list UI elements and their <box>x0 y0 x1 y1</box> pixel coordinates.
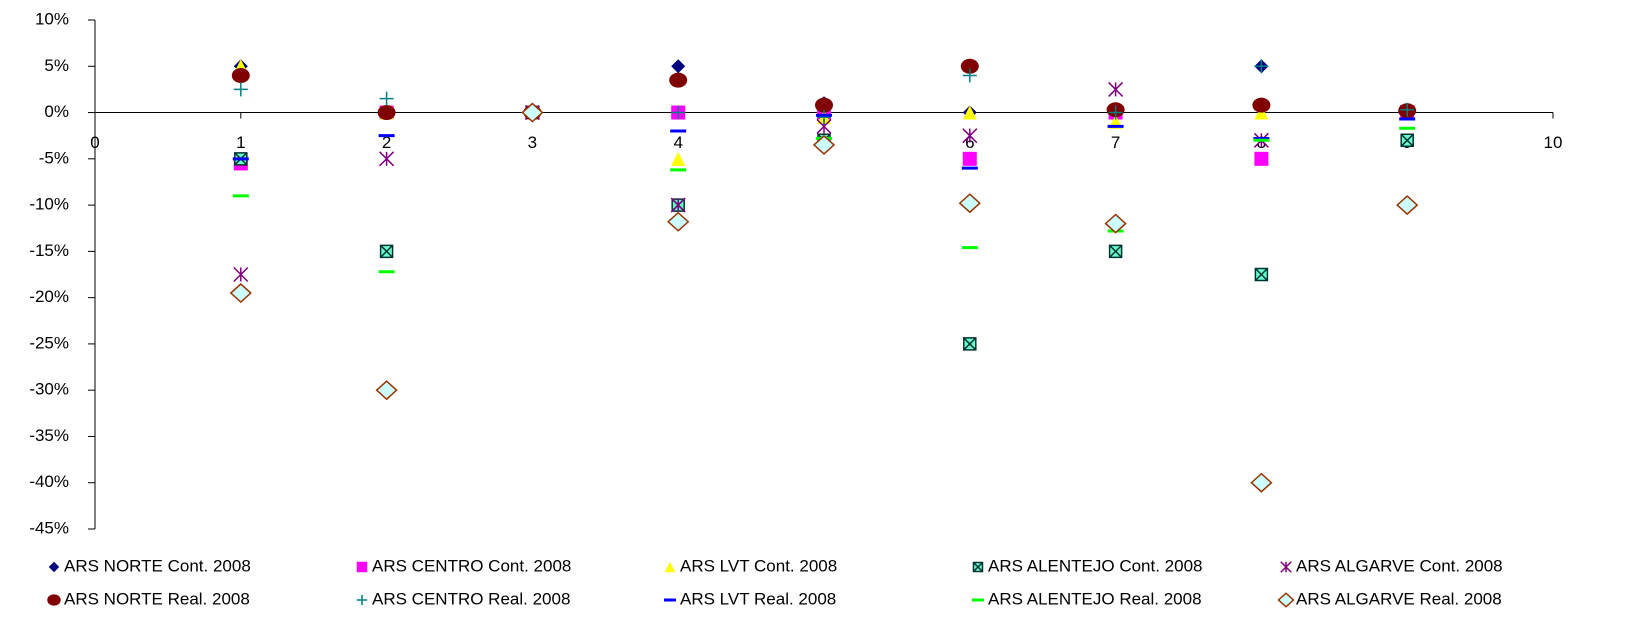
marker <box>963 337 977 351</box>
marker <box>817 110 831 125</box>
marker <box>1253 138 1270 142</box>
legend-label: ARS ALENTEJO Cont. 2008 <box>988 556 1203 575</box>
marker <box>377 105 396 121</box>
marker <box>1254 59 1269 74</box>
legend-marker <box>972 561 984 573</box>
legend-marker <box>356 561 368 573</box>
marker <box>1107 124 1124 128</box>
x-tick-label: 4 <box>673 133 682 152</box>
legend-label: ARS LVT Cont. 2008 <box>680 556 837 575</box>
y-tick-label: -5% <box>39 148 69 167</box>
marker <box>960 58 979 74</box>
legend-label: ARS NORTE Cont. 2008 <box>64 556 251 575</box>
legend-marker <box>664 598 676 602</box>
legend-label: ARS ALGARVE Real. 2008 <box>1296 589 1502 608</box>
x-tick-label: 2 <box>382 133 391 152</box>
marker <box>1400 133 1414 148</box>
marker <box>962 105 977 120</box>
x-tick-label: 0 <box>90 133 99 152</box>
marker <box>1399 117 1416 121</box>
marker <box>233 82 248 97</box>
marker <box>671 151 686 166</box>
marker <box>671 105 686 120</box>
legend-marker <box>1277 592 1295 608</box>
marker <box>962 68 977 83</box>
y-tick-label: 5% <box>44 56 69 75</box>
y-tick-label: -20% <box>29 287 69 306</box>
marker <box>669 72 688 88</box>
marker <box>1396 195 1419 216</box>
marker <box>670 168 687 172</box>
legend-label: ARS CENTRO Cont. 2008 <box>372 556 571 575</box>
legend-label: ARS ALGARVE Cont. 2008 <box>1296 556 1503 575</box>
marker <box>1400 102 1415 117</box>
marker <box>378 270 395 274</box>
y-tick-label: -15% <box>29 241 69 260</box>
marker <box>961 246 978 250</box>
marker <box>962 151 977 166</box>
marker <box>812 134 836 155</box>
x-tick-label: 3 <box>528 133 537 152</box>
marker <box>670 129 687 133</box>
marker <box>379 91 394 106</box>
y-tick-label: -25% <box>29 333 69 352</box>
marker <box>379 244 394 259</box>
marker <box>815 97 833 113</box>
legend-label: ARS ALENTEJO Real. 2008 <box>988 589 1202 608</box>
y-tick-label: 0% <box>44 102 69 121</box>
legend-marker <box>972 598 984 602</box>
y-tick-label: -10% <box>29 195 69 214</box>
marker <box>958 193 981 214</box>
marker <box>379 151 395 167</box>
marker <box>378 134 395 138</box>
marker <box>1254 151 1269 166</box>
marker <box>1250 472 1273 493</box>
legend-label: ARS LVT Real. 2008 <box>680 589 836 608</box>
marker <box>521 102 544 123</box>
marker <box>670 197 686 213</box>
marker <box>1108 81 1124 97</box>
x-tick-label: 7 <box>1111 133 1120 152</box>
marker <box>671 59 686 74</box>
marker <box>232 194 249 198</box>
legend-marker <box>48 561 60 573</box>
marker <box>667 211 690 232</box>
marker <box>232 157 249 161</box>
legend-label: ARS CENTRO Real. 2008 <box>372 589 570 608</box>
marker <box>1252 97 1271 113</box>
y-tick-label: 10% <box>35 9 69 28</box>
marker <box>229 282 252 304</box>
marker <box>375 380 398 401</box>
marker <box>1399 126 1416 130</box>
marker <box>1254 267 1269 282</box>
marker <box>231 68 250 84</box>
marker <box>1108 244 1123 259</box>
marker <box>1108 105 1123 120</box>
marker <box>233 266 249 283</box>
legend-marker <box>356 594 368 606</box>
marker <box>816 113 832 117</box>
y-tick-label: -45% <box>29 518 69 537</box>
marker <box>1104 213 1127 234</box>
x-tick-label: 10 <box>1544 133 1563 152</box>
y-tick-label: -30% <box>29 380 69 399</box>
legend-marker <box>1280 561 1292 573</box>
legend-marker <box>664 561 676 573</box>
marker <box>962 128 978 144</box>
marker <box>961 166 978 170</box>
y-tick-label: -35% <box>29 426 69 445</box>
legend-marker <box>47 594 61 606</box>
legend-label: ARS NORTE Real. 2008 <box>64 589 250 608</box>
x-tick-label: 1 <box>236 133 245 152</box>
y-tick-label: -40% <box>29 472 69 491</box>
